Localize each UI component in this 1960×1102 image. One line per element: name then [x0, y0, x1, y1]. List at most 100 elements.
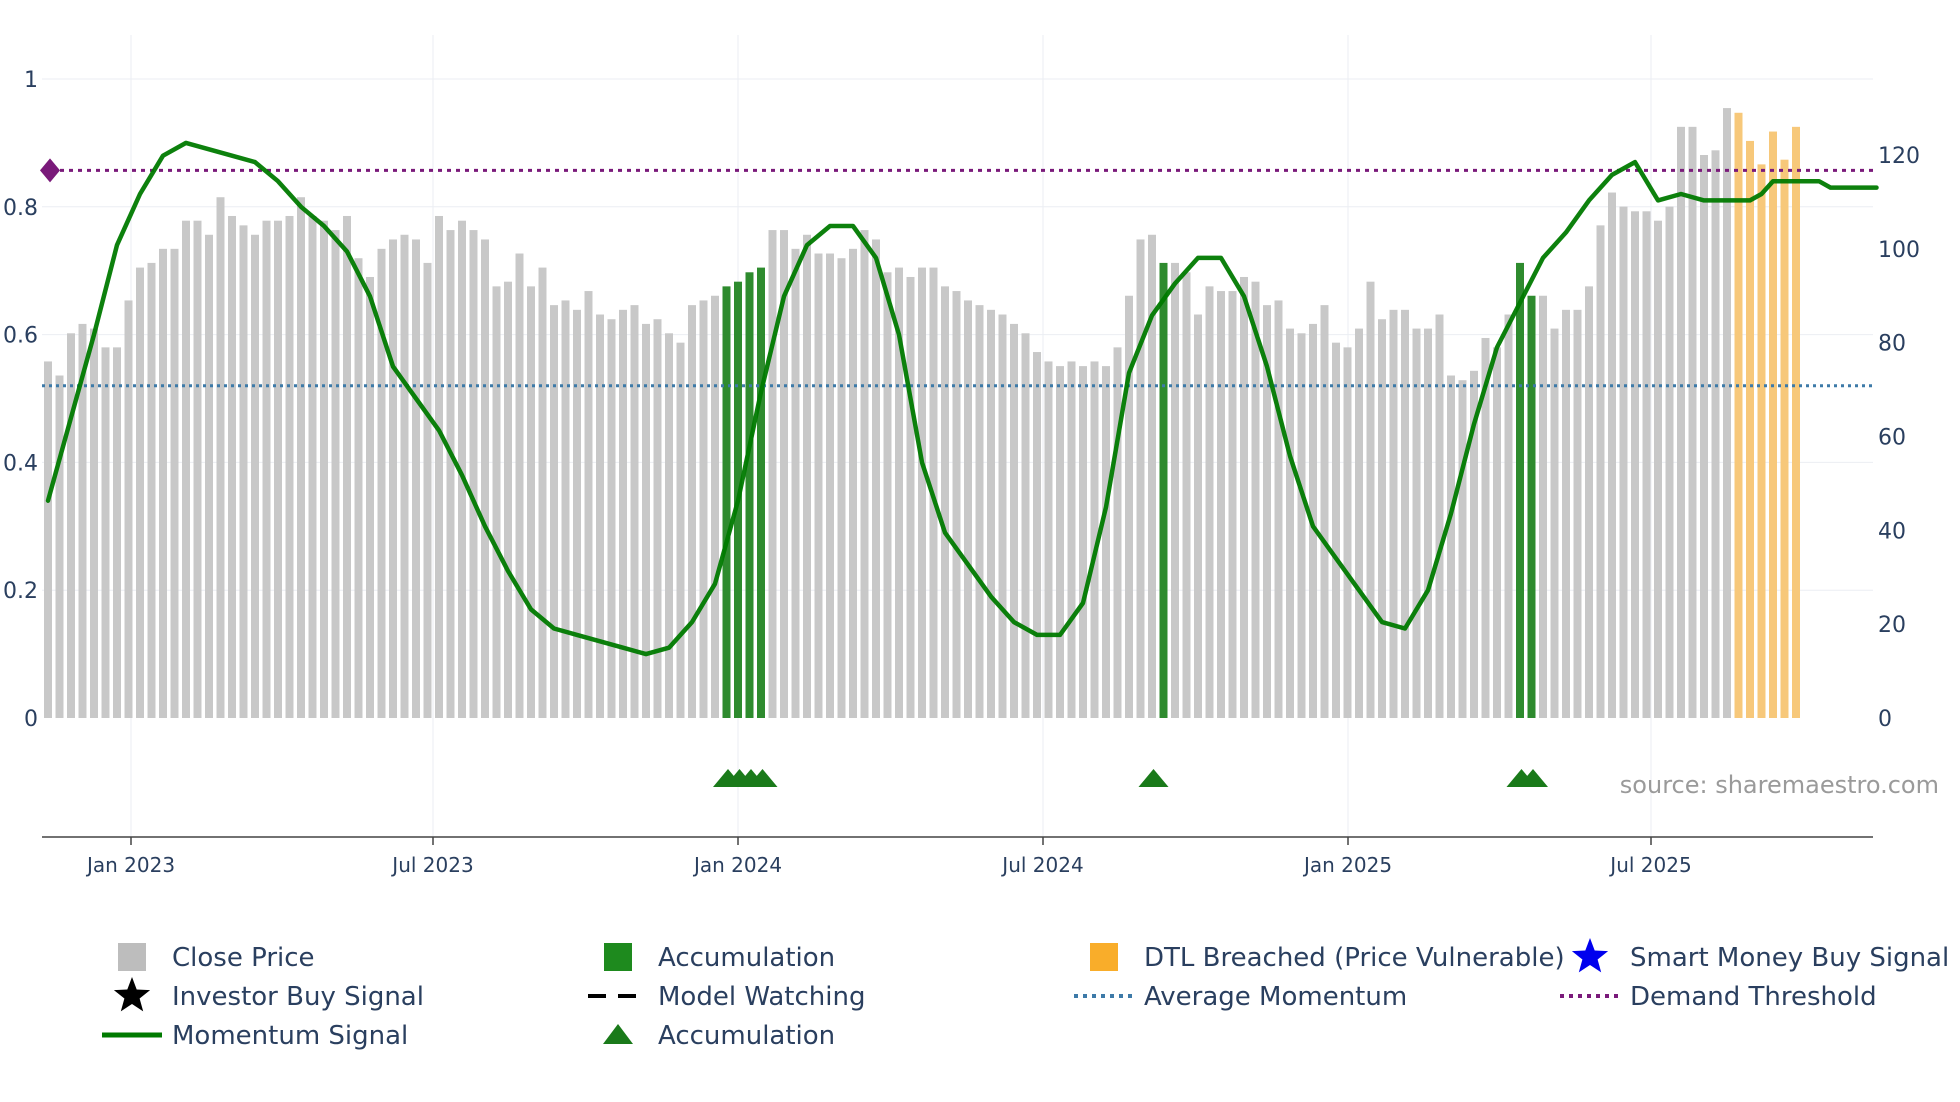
close-price-bar — [1435, 314, 1444, 718]
close-price-bar — [1401, 309, 1409, 718]
close-price-bar — [780, 230, 788, 719]
close-price-bar — [826, 253, 834, 718]
close-price-bar — [423, 262, 432, 718]
close-price-bar — [354, 258, 363, 718]
close-price-bar — [1056, 366, 1064, 718]
close-price-bar — [1125, 295, 1133, 718]
close-price-bar — [814, 253, 823, 718]
close-price-bar — [159, 248, 167, 719]
x-tick-label: Jan 2024 — [692, 853, 782, 877]
close-price-bar — [837, 258, 846, 718]
close-price-bar — [320, 220, 328, 718]
close-price-bar — [1573, 309, 1582, 718]
close-price-bar — [1297, 333, 1306, 718]
close-price-bar — [849, 248, 857, 719]
close-price-bar — [964, 300, 972, 718]
close-price-bar — [1355, 328, 1363, 718]
close-price-bar — [883, 272, 892, 718]
close-price-bar — [285, 215, 294, 718]
close-price-bar — [1286, 328, 1294, 718]
dtl-breached-bar — [1780, 159, 1789, 719]
close-price-bar — [527, 286, 535, 718]
close-price-bar — [676, 342, 685, 718]
legend-label: Accumulation — [658, 943, 835, 973]
close-price-bar — [1677, 126, 1685, 719]
close-price-bar — [55, 375, 64, 718]
close-price-bar — [1251, 281, 1260, 718]
close-price-bar — [941, 286, 949, 718]
close-price-swatch — [118, 943, 146, 971]
y-right-tick-label: 20 — [1878, 613, 1906, 638]
close-price-bar — [469, 230, 478, 719]
close-price-bar — [412, 239, 420, 718]
close-price-bar — [504, 281, 512, 718]
close-price-bar — [1366, 281, 1375, 718]
dtl-breached-swatch — [1090, 943, 1118, 971]
close-price-bar — [1723, 108, 1731, 719]
close-price-bar — [515, 253, 524, 718]
close-price-bar — [1654, 220, 1662, 718]
close-price-bar — [170, 248, 179, 719]
dtl-breached-bar — [1769, 131, 1777, 718]
close-price-bar — [113, 347, 121, 718]
close-price-bar — [768, 230, 777, 719]
y-left-tick-label: 0.8 — [3, 196, 38, 221]
close-price-bar — [952, 291, 961, 718]
dtl-breached-bar — [1792, 126, 1800, 719]
accumulation-bar — [745, 272, 754, 718]
close-price-bar — [1240, 276, 1248, 718]
legend-label: DTL Breached (Price Vulnerable) — [1144, 943, 1565, 973]
close-price-bar — [1665, 206, 1674, 718]
close-price-bar — [688, 305, 696, 718]
close-price-bar — [1700, 155, 1708, 718]
close-price-bar — [1263, 305, 1271, 718]
y-right-tick-label: 100 — [1878, 238, 1920, 263]
accumulation-triangle — [1518, 769, 1548, 787]
close-price-bar — [1389, 309, 1398, 718]
close-price-bar — [78, 323, 87, 718]
close-price-bar — [573, 309, 581, 718]
close-price-bar — [492, 286, 501, 718]
close-price-bar — [895, 267, 903, 718]
close-price-bar — [1171, 262, 1179, 718]
y-left-tick-label: 0 — [24, 707, 38, 732]
axes — [42, 836, 1873, 845]
close-price-bar — [653, 319, 662, 718]
close-price-bar — [90, 328, 98, 718]
close-price-bar — [642, 323, 650, 718]
momentum-signal-line — [45, 140, 1879, 657]
x-tick-label: Jan 2025 — [1302, 853, 1392, 877]
accumulation-triangle-swatch — [603, 1024, 633, 1044]
legend-item: Investor Buy Signal — [113, 977, 424, 1012]
demand-threshold-marker — [40, 158, 60, 183]
legend-item: Smart Money Buy Signal — [1571, 938, 1949, 973]
close-price-bar — [1136, 239, 1145, 718]
close-price-bar — [791, 248, 800, 719]
accumulation-bar — [1527, 295, 1536, 718]
close-price-bar — [1320, 305, 1329, 718]
close-price-bar — [1585, 286, 1593, 718]
close-price-bar — [1194, 314, 1202, 718]
close-price-bar — [147, 262, 156, 718]
smart-money-star-icon — [1571, 938, 1609, 973]
close-price-bar — [607, 319, 616, 718]
close-price-bar — [400, 234, 409, 718]
close-price-bar — [1021, 333, 1030, 718]
close-price-bar — [906, 276, 915, 718]
close-price-bar — [1378, 319, 1386, 718]
close-price-bar — [44, 361, 52, 718]
close-price-bar — [366, 276, 374, 718]
legend-item: Close Price — [118, 943, 315, 973]
close-price-bar — [550, 305, 558, 718]
close-price-bar — [1688, 126, 1697, 719]
close-price-bar — [998, 314, 1007, 718]
close-price-bar — [1550, 328, 1559, 718]
close-price-bar — [331, 230, 340, 719]
close-price-bar — [377, 248, 386, 719]
accumulation-bar — [722, 286, 731, 718]
close-price-bar — [481, 239, 489, 718]
legend-label: Accumulation — [658, 1021, 835, 1051]
legend-item: Accumulation — [603, 1021, 835, 1051]
close-price-bar — [67, 333, 75, 718]
close-price-bar — [1539, 295, 1547, 718]
